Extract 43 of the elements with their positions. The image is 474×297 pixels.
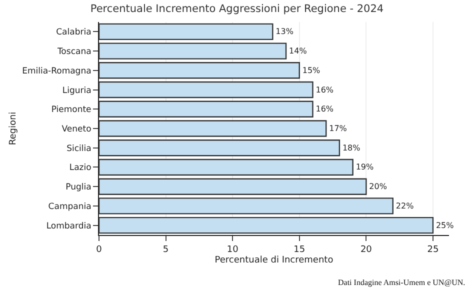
- bar: [99, 81, 314, 98]
- y-tick-label: Campania: [48, 202, 92, 212]
- y-tick-label: Veneto: [62, 124, 92, 134]
- chart-title: Percentuale Incremento Aggressioni per Regione - 2024: [90, 2, 384, 15]
- bar: [99, 198, 394, 214]
- bar: [99, 23, 274, 40]
- y-tick-label: Calabria: [56, 28, 92, 38]
- bar: [99, 140, 340, 156]
- bar: [99, 42, 287, 60]
- y-tick-label: Puglia: [66, 182, 92, 193]
- y-tick-label: Sicilia: [66, 144, 92, 154]
- bar: [99, 178, 367, 195]
- bar: [99, 100, 314, 118]
- y-tick-label: Piemonte: [51, 105, 92, 116]
- bar: [99, 158, 354, 176]
- x-tick-label: 0: [96, 244, 102, 255]
- x-axis-title: Percentuale di Incremento: [214, 256, 334, 266]
- x-tick-label: 25: [427, 244, 439, 255]
- y-tick-label: Liguria: [62, 86, 92, 96]
- y-axis-title: Regioni: [8, 112, 18, 146]
- data-label: 25%: [436, 220, 454, 230]
- data-label: 18%: [342, 143, 361, 152]
- bar: [99, 62, 300, 79]
- y-tick-label: Emilia-Romagna: [22, 66, 92, 76]
- data-label: 16%: [316, 104, 334, 114]
- x-tick-label: 5: [162, 244, 169, 255]
- data-label: 15%: [302, 66, 321, 75]
- x-tick-label: 10: [226, 244, 239, 255]
- data-label: 19%: [356, 162, 374, 172]
- y-tick-label: Lazio: [69, 163, 92, 174]
- data-label: 20%: [369, 182, 388, 192]
- bar: [99, 120, 327, 137]
- data-label: 13%: [276, 27, 294, 36]
- x-tick-label: 15: [294, 244, 306, 255]
- x-tick-label: 20: [360, 244, 372, 255]
- data-label: 22%: [396, 201, 414, 210]
- data-label: 14%: [289, 46, 308, 56]
- data-label: 17%: [329, 124, 348, 133]
- bar: [99, 216, 434, 234]
- y-tick-label: Lombardia: [46, 221, 92, 232]
- data-label: 16%: [316, 85, 334, 94]
- text: Dati Indagine Amsi-Umem e UN@UN.: [338, 278, 466, 287]
- y-tick-label: Toscana: [56, 47, 92, 58]
